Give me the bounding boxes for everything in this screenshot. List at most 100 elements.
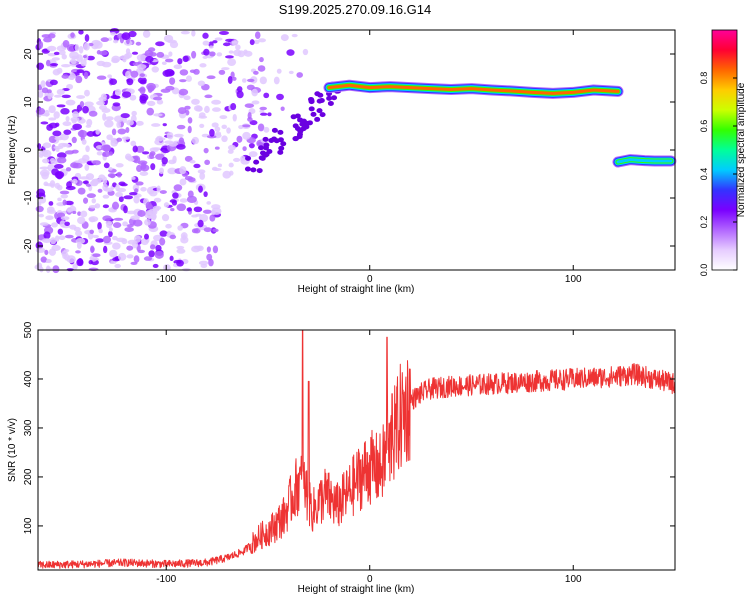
noise-blob [144,218,151,226]
noise-blob [72,178,78,184]
snr-y-ticks: 100 200 300 400 500 [23,321,675,534]
noise-blob [129,192,138,196]
noise-blob [84,34,90,42]
noise-blob [263,142,270,148]
noise-blob [86,193,96,199]
noise-blob [236,135,243,143]
track-band [327,83,620,95]
noise-blob [169,70,175,76]
noise-blob [115,184,120,192]
noise-blob [242,146,247,152]
noise-blob [56,104,66,108]
noise-blob [257,65,266,72]
noise-blob [203,147,209,154]
noise-blob [113,217,124,221]
noise-blob [122,57,127,63]
noise-blob [244,103,255,108]
noise-blob [259,109,265,114]
noise-blob [137,61,142,65]
noise-blob [227,58,237,67]
noise-blob [276,68,282,74]
noise-blob [92,160,101,166]
noise-blob [140,186,147,192]
noise-blob [217,163,223,168]
noise-blob [107,74,112,79]
noise-blob [212,107,221,112]
colorbar-tick-label: 0.4 [699,168,709,181]
noise-blob [126,78,134,86]
noise-blob [156,51,165,58]
noise-blob [102,194,110,199]
noise-blob [331,95,338,101]
noise-blob [246,78,255,83]
noise-blob [140,164,150,172]
noise-blob [131,176,136,180]
colorbar-tick-label: 0.2 [699,216,709,229]
noise-blob [43,37,53,43]
noise-blob [159,230,168,237]
noise-blob [139,86,146,95]
noise-blob [131,110,137,116]
noise-blob [212,167,222,171]
noise-blob [124,153,132,160]
noise-blob [212,245,219,254]
noise-blob [56,152,67,159]
noise-blob [211,209,216,215]
noise-blob [206,246,211,253]
noise-blob [263,126,270,133]
noise-blob [53,164,64,169]
noise-blob [137,209,146,217]
noise-blob [327,100,334,106]
noise-blob [316,108,323,114]
noise-blob [308,106,315,112]
noise-blob [132,145,138,153]
noise-blob [60,216,70,221]
noise-blob [148,250,155,258]
noise-blob [273,76,280,85]
noise-blob [139,73,146,78]
noise-blob [202,32,209,39]
noise-blob [149,189,158,197]
noise-blob [248,142,255,149]
noise-blob [206,253,213,261]
noise-blob [148,208,158,216]
noise-blob [103,162,110,169]
noise-blob [65,143,71,148]
noise-blob [130,70,139,78]
noise-blob [91,198,97,204]
snr-x-ticks: -100 0 100 [156,330,582,585]
noise-blob [176,203,187,212]
noise-blob [95,238,105,243]
noise-blob [211,99,222,105]
snr-panel: -100 0 100 100 200 300 400 500 Height of strai… [7,321,676,595]
noise-blob [326,95,333,101]
noise-blob [51,244,61,252]
noise-blob [136,54,147,62]
noise-blob [40,121,49,125]
noise-blob [89,180,99,187]
noise-blob [153,113,163,117]
noise-blob [199,172,206,180]
noise-blob [61,94,71,99]
noise-blob [225,55,234,59]
snr-plot-area [38,330,675,570]
noise-blob [271,127,278,133]
noise-blob [65,99,76,106]
noise-blob [35,241,44,250]
noise-blob [162,69,172,77]
noise-blob [55,147,60,152]
noise-blob [111,55,121,63]
noise-blob [58,49,66,56]
noise-blob [242,131,251,140]
noise-blob [176,248,186,254]
noise-blob [62,121,72,127]
noise-blob [38,213,45,218]
noise-blob [160,88,171,93]
noise-blob [70,162,79,169]
noise-blob [49,237,57,245]
noise-blob [308,99,315,105]
noise-blob [60,194,69,199]
noise-blob [236,90,244,99]
noise-blob [319,112,326,118]
